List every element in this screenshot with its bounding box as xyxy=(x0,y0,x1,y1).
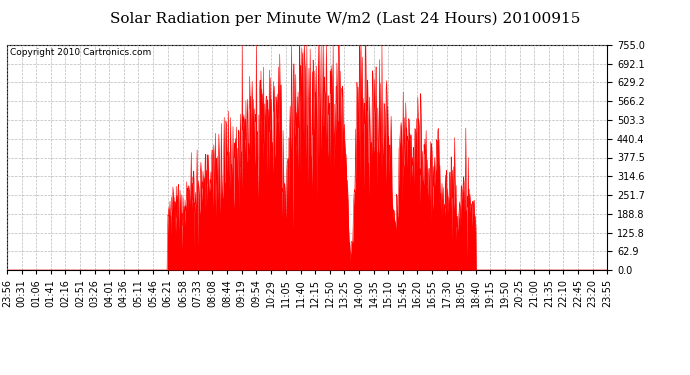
Text: Copyright 2010 Cartronics.com: Copyright 2010 Cartronics.com xyxy=(10,48,151,57)
Text: Solar Radiation per Minute W/m2 (Last 24 Hours) 20100915: Solar Radiation per Minute W/m2 (Last 24… xyxy=(110,11,580,26)
